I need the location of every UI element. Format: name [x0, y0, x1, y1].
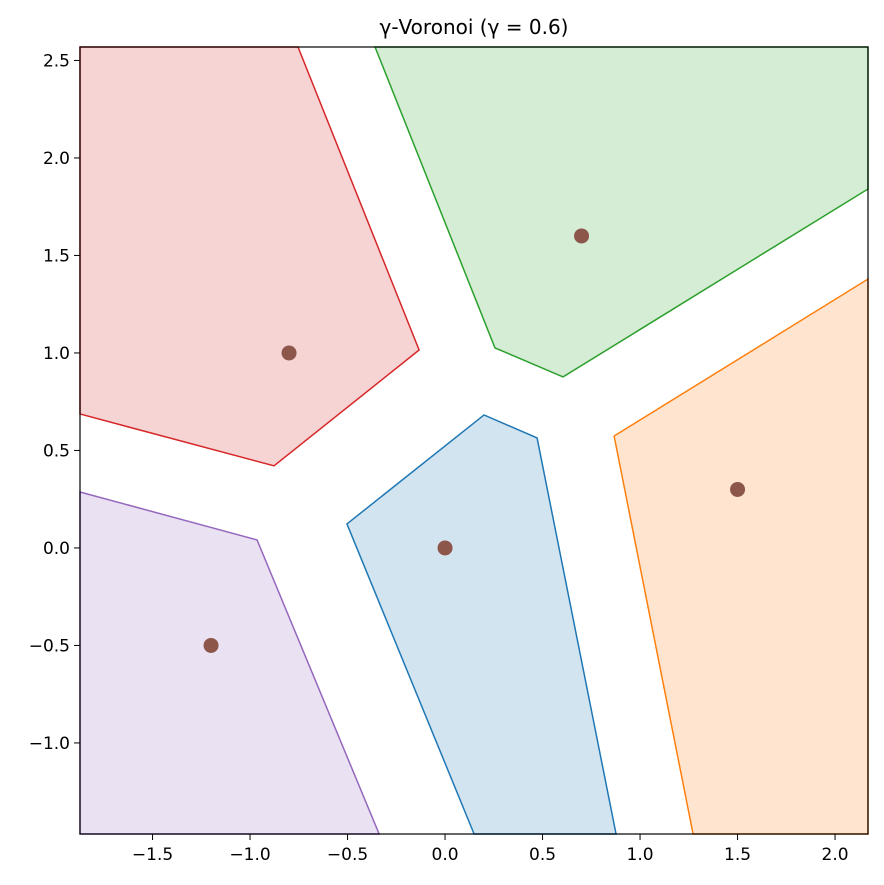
x-tick-label: −1.5 [132, 845, 173, 865]
y-tick-label: 1.5 [43, 246, 70, 266]
voronoi-cell [346, 414, 617, 835]
voronoi-cell [79, 46, 421, 467]
x-tick-label: 0.5 [529, 845, 556, 865]
y-tick-label: 2.0 [43, 149, 70, 169]
site-point [281, 345, 297, 361]
site-point [203, 637, 219, 653]
y-tick-label: 0.5 [43, 441, 70, 461]
site-point [730, 481, 746, 497]
y-tick-label: 0.0 [43, 539, 70, 559]
plot-frame [79, 46, 869, 835]
y-tick-label: −1.0 [29, 734, 70, 754]
chart-title: γ-Voronoi (γ = 0.6) [380, 15, 569, 39]
site-point [574, 228, 590, 244]
y-tick-label: 1.0 [43, 344, 70, 364]
voronoi-cell [613, 277, 869, 835]
x-tick-label: 0.0 [432, 845, 459, 865]
x-tick-label: −1.0 [229, 845, 270, 865]
x-tick-label: 2.0 [822, 845, 849, 865]
y-tick-label: 2.5 [43, 51, 70, 71]
x-tick-label: 1.0 [627, 845, 654, 865]
site-point [437, 540, 453, 556]
voronoi-cell [79, 490, 381, 835]
y-tick-label: −0.5 [29, 636, 70, 656]
x-tick-label: −0.5 [327, 845, 368, 865]
x-tick-label: 1.5 [724, 845, 751, 865]
